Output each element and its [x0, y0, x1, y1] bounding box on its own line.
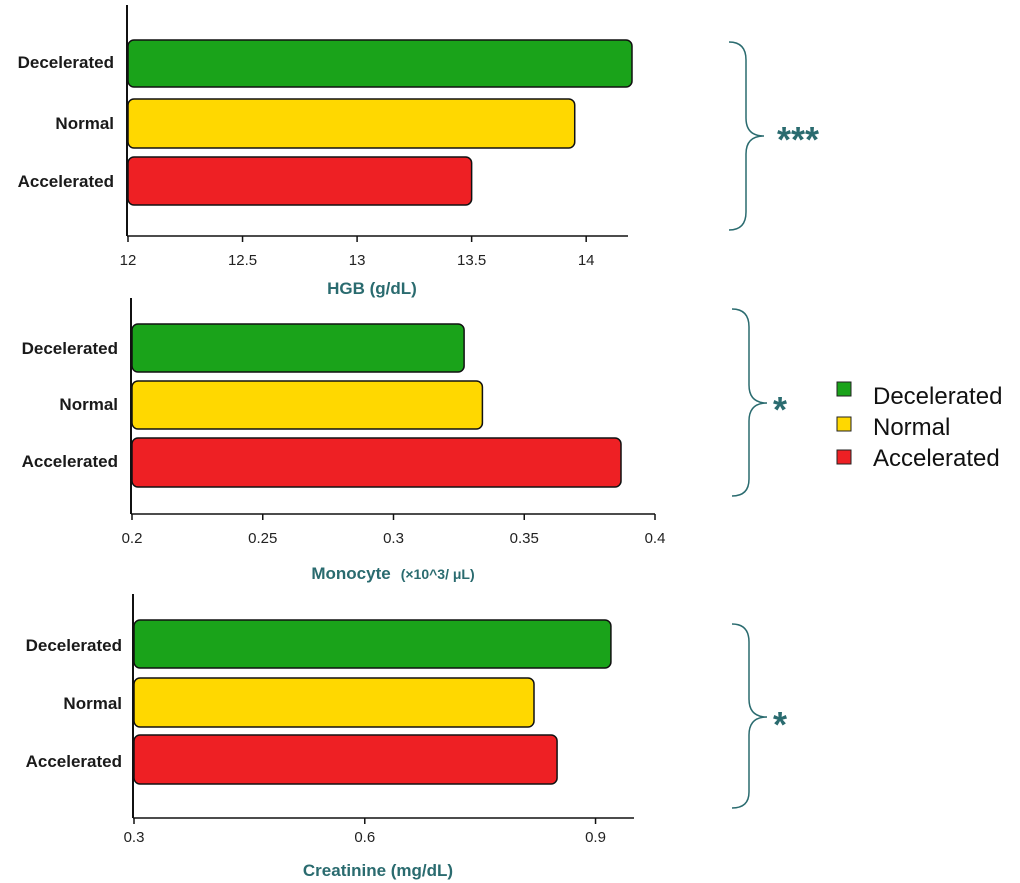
- bar-normal: [131, 380, 484, 430]
- legend-swatch-decelerated: [836, 381, 852, 397]
- bar-accelerated: [133, 734, 558, 785]
- x-tick-label: 0.6: [354, 829, 375, 846]
- category-label: Normal: [59, 395, 118, 414]
- significance-marker: ***: [777, 119, 819, 160]
- bar-decelerated: [127, 39, 633, 88]
- bar-accelerated: [131, 437, 622, 488]
- legend-swatch-normal: [836, 416, 852, 432]
- x-tick-label: 0.25: [248, 530, 277, 547]
- panel-creatinine: Decelerated Normal Accelerated 0.3 0.6 0.9…: [26, 594, 787, 880]
- bar-normal: [133, 677, 535, 728]
- significance-marker: *: [773, 704, 787, 745]
- bar-accelerated: [127, 156, 473, 206]
- panel-monocyte: Decelerated Normal Accelerated 0.2 0.25 0.…: [22, 298, 787, 583]
- x-tick-label: 14: [578, 252, 595, 269]
- x-tick-label: 0.35: [510, 530, 539, 547]
- legend-label-normal: Normal: [873, 414, 950, 441]
- category-label: Accelerated: [26, 752, 122, 771]
- x-tick-label: 12.5: [228, 252, 257, 269]
- legend-label-accelerated: Accelerated: [873, 445, 1000, 472]
- x-tick-label: 0.9: [585, 829, 606, 846]
- bar-decelerated: [131, 323, 465, 373]
- x-tick-label: 13: [349, 252, 366, 269]
- legend-swatch-accelerated: [836, 449, 852, 465]
- bar-normal: [127, 98, 576, 149]
- x-tick-label: 12: [120, 252, 137, 269]
- x-tick-label: 0.3: [383, 530, 404, 547]
- panel-hgb: Decelerated Normal Accelerated 12 12.5 13 1…: [18, 5, 819, 298]
- legend-label-decelerated: Decelerated: [873, 383, 1002, 410]
- x-tick-label: 0.3: [124, 829, 145, 846]
- category-label: Decelerated: [22, 339, 118, 358]
- x-axis-label: HGB (g/dL): [327, 279, 417, 298]
- significance-marker: *: [773, 389, 787, 430]
- x-tick-label: 13.5: [457, 252, 486, 269]
- x-axis-label-unit: (×10^3/ μL): [401, 566, 475, 582]
- x-tick-label: 0.2: [122, 530, 143, 547]
- category-label: Decelerated: [26, 636, 122, 655]
- significance-brace: [731, 308, 768, 497]
- x-tick-label: 0.4: [645, 530, 666, 547]
- x-axis-label-main: Monocyte: [311, 564, 390, 583]
- category-label: Normal: [55, 114, 114, 133]
- x-axis-label: Creatinine (mg/dL): [303, 861, 453, 880]
- significance-brace: [728, 41, 765, 231]
- bar-decelerated: [133, 619, 612, 669]
- significance-brace: [731, 623, 768, 809]
- category-label: Normal: [63, 694, 122, 713]
- category-label: Accelerated: [22, 452, 118, 471]
- category-label: Accelerated: [18, 172, 114, 191]
- legend: Decelerated Normal Accelerated: [836, 381, 1002, 472]
- x-axis-label: Monocyte (×10^3/ μL): [311, 564, 474, 583]
- category-label: Decelerated: [18, 53, 114, 72]
